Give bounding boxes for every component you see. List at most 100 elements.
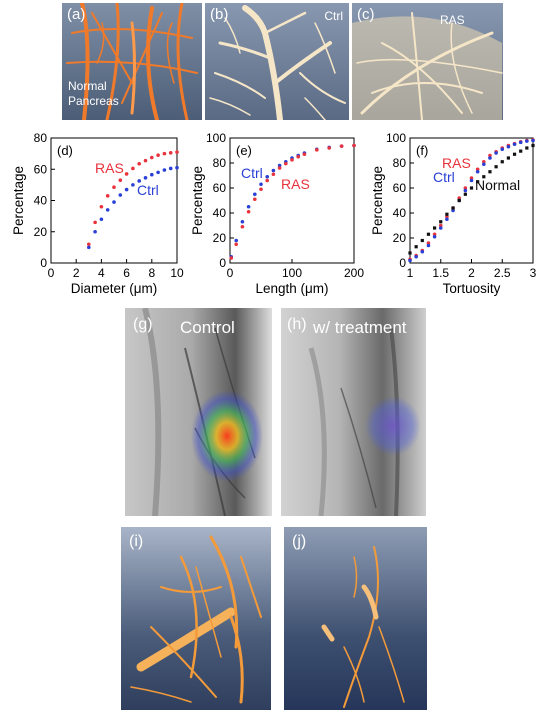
chart-f-point-ctrl bbox=[408, 258, 412, 263]
chart-d-xlabel: Diameter (μm) bbox=[71, 281, 158, 296]
chart-f-point-ras bbox=[482, 159, 486, 164]
chart-f-point-normal bbox=[469, 186, 474, 190]
panel-b-caption: Ctrl bbox=[324, 9, 343, 23]
chart-d-point-ras bbox=[175, 150, 179, 154]
chart-f-point-ctrl bbox=[494, 151, 498, 155]
chart-f-point-normal bbox=[500, 160, 504, 164]
panel-a-label: (a) bbox=[67, 6, 86, 23]
chart-d-point-ras bbox=[150, 155, 154, 160]
chart-d-ylabel: Percentage bbox=[11, 166, 26, 235]
chart-f-point-ctrl bbox=[420, 249, 425, 254]
chart-d-point-ras bbox=[118, 178, 123, 182]
chart-e-point-ras bbox=[352, 143, 356, 148]
chart-f-xtick-label: 1.5 bbox=[432, 266, 449, 280]
chart-f-point-ctrl bbox=[414, 254, 418, 259]
chart-d-point-ras bbox=[162, 151, 167, 156]
panel-g-label: (g) bbox=[133, 316, 153, 333]
chart-f-xtick-label: 1 bbox=[407, 266, 414, 280]
chart-f-point-ctrl bbox=[432, 234, 437, 239]
chart-d-point-ras bbox=[99, 204, 104, 209]
chart-d-point-ctrl bbox=[143, 176, 148, 180]
chart-e-point-ras bbox=[240, 224, 245, 229]
panel-b-label: (b) bbox=[210, 6, 229, 23]
chart-e-xtick-label: 0 bbox=[227, 266, 234, 280]
chart-e-point-ras bbox=[271, 172, 276, 177]
chart-e-point-ctrl bbox=[240, 219, 245, 224]
chart-d-ytick-label: 0 bbox=[40, 256, 47, 270]
chart-e-point-ctrl bbox=[234, 238, 238, 243]
chart-d-point-ctrl bbox=[162, 168, 167, 172]
chart-f-point-normal bbox=[433, 226, 437, 230]
panel-h-caption: w/ treatment bbox=[313, 318, 407, 337]
chart-e-point-ras bbox=[296, 154, 300, 159]
chart-d-point-ras bbox=[105, 194, 110, 198]
chart-d-point-ras bbox=[143, 158, 148, 163]
chart-e-xtick-label: 100 bbox=[282, 266, 302, 280]
chart-f-xtick-label: 2.5 bbox=[494, 266, 511, 280]
panel-i-render: (i) bbox=[121, 527, 271, 710]
chart-e-point-ras bbox=[253, 197, 257, 202]
chart-d-diameter: 0 2 4 6 8 10 0 20 40 60 80 Diameter (μm) Percentage (… bbox=[11, 131, 184, 296]
chart-f-point-ras bbox=[475, 167, 480, 172]
chart-e-point-ras bbox=[302, 152, 307, 157]
chart-d-xtick-label: 4 bbox=[98, 266, 105, 280]
panel-g-control: (g) Control bbox=[125, 308, 272, 516]
chart-d-point-ras bbox=[137, 161, 141, 166]
vessel-render-c bbox=[352, 12, 503, 120]
chart-e-point-ctrl bbox=[271, 168, 276, 173]
chart-d-point-ras bbox=[168, 151, 173, 155]
chart-f-panel-label: (f) bbox=[416, 143, 428, 158]
vessel-render-b bbox=[209, 5, 346, 120]
chart-e-point-ctrl bbox=[259, 182, 263, 187]
chart-f-xlabel: Tortuosity bbox=[443, 281, 501, 296]
chart-d-point-ras bbox=[156, 153, 160, 157]
chart-f-ytick-label: 80 bbox=[393, 156, 407, 170]
chart-d-panel-label: (d) bbox=[57, 143, 73, 158]
chart-f-point-ctrl bbox=[512, 142, 517, 147]
chart-e-xtick-label: 200 bbox=[344, 266, 364, 280]
chart-d-xtick-label: 10 bbox=[170, 266, 184, 280]
chart-d-series-label-ras: RAS bbox=[95, 160, 124, 176]
chart-e-ytick-label: 0 bbox=[219, 256, 226, 270]
chart-d-point-ras bbox=[87, 242, 91, 247]
chart-f-ytick-label: 20 bbox=[393, 231, 407, 245]
chart-f-point-ctrl bbox=[506, 144, 511, 149]
panel-j-render: (j) bbox=[284, 527, 427, 710]
chart-f-ytick-label: 0 bbox=[399, 256, 406, 270]
chart-e-panel-label: (e) bbox=[236, 143, 252, 158]
chart-f-ytick-label: 60 bbox=[393, 181, 407, 195]
chart-d-xtick-label: 8 bbox=[148, 266, 155, 280]
chart-d-xtick-label: 2 bbox=[73, 266, 80, 280]
chart-f-ytick-label: 40 bbox=[393, 206, 407, 220]
panel-b-ctrl: (b) Ctrl bbox=[205, 3, 349, 120]
chart-f-point-ctrl bbox=[445, 217, 449, 222]
chart-e-point-ras bbox=[265, 178, 269, 183]
chart-e-ytick-label: 80 bbox=[213, 156, 227, 170]
chart-f-point-ras bbox=[438, 223, 443, 228]
chart-d-ytick-label: 40 bbox=[34, 194, 48, 208]
chart-f-point-normal bbox=[420, 238, 424, 243]
chart-e-ytick-label: 20 bbox=[213, 231, 227, 245]
chart-e-point-ras bbox=[229, 256, 234, 260]
panel-h-treatment: (h) w/ treatment bbox=[281, 308, 426, 516]
chart-f-point-normal bbox=[506, 156, 510, 160]
chart-d-point-ctrl bbox=[168, 166, 173, 171]
chart-e-point-ctrl bbox=[253, 192, 257, 197]
chart-f-point-ras bbox=[426, 241, 431, 245]
chart-f-point-ctrl bbox=[438, 226, 443, 230]
chart-f-series-label-ctrl: Ctrl bbox=[433, 169, 455, 185]
panel-j-label: (j) bbox=[292, 533, 307, 550]
panel-a-normal-pancreas: (a) Normal Pancreas bbox=[62, 3, 202, 120]
chart-d-point-ras bbox=[131, 166, 135, 171]
chart-f-tortuosity: 1 1.5 2 2.5 3 0 20 40 60 80 100 Tortuosity Percentag… bbox=[370, 131, 537, 296]
chart-d-point-ctrl bbox=[137, 179, 141, 183]
panel-c-ras: (c) RAS bbox=[352, 3, 503, 120]
chart-d-point-ctrl bbox=[131, 183, 135, 187]
chart-f-point-normal bbox=[445, 212, 449, 216]
chart-e-series-label-ctrl: Ctrl bbox=[241, 165, 263, 181]
chart-d-point-ctrl bbox=[150, 172, 154, 177]
chart-f-point-normal bbox=[426, 232, 431, 236]
chart-f-point-normal bbox=[463, 192, 467, 196]
overlay-image-g bbox=[142, 308, 263, 516]
